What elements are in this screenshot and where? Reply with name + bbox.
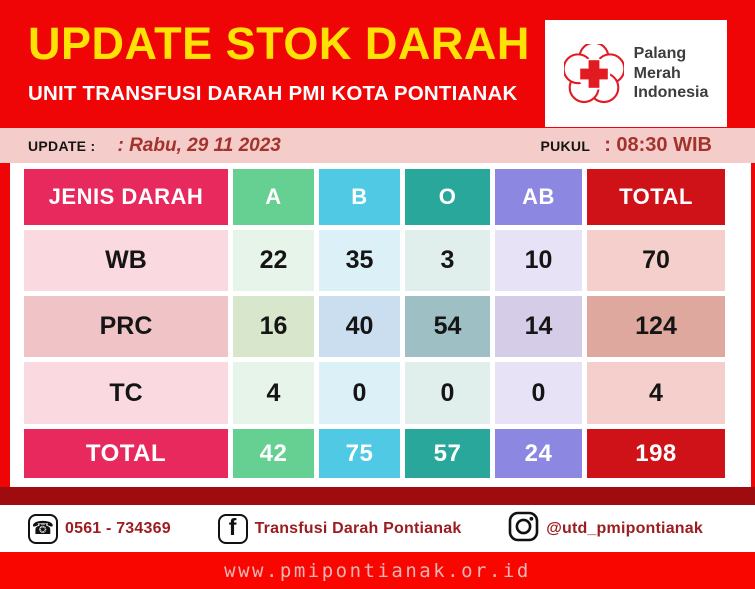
total-value-1: 75 [319, 429, 400, 478]
instagram-contact: @utd_pmipontianak [508, 511, 703, 547]
stock-value-prc-4: 124 [587, 296, 725, 357]
time-label: PUKUL [540, 137, 591, 154]
facebook-name: Transfusi Darah Pontianak [254, 519, 462, 537]
total-value-0: 42 [233, 429, 314, 478]
total-row-label: TOTAL [24, 429, 228, 478]
pmi-logo-box: Palang Merah Indonesia [545, 20, 727, 127]
column-header-a: A [233, 169, 314, 225]
row-label-tc: TC [24, 362, 228, 424]
stock-value-wb-4: 70 [587, 230, 725, 291]
contact-footer: ☎ 0561 - 734369 f Transfusi Darah Pontia… [0, 505, 755, 552]
instagram-icon [508, 511, 539, 547]
stock-value-tc-1: 0 [319, 362, 400, 424]
header: UPDATE STOK DARAH UNIT TRANSFUSI DARAH P… [0, 0, 755, 128]
column-header-total: TOTAL [587, 169, 725, 225]
left-red-border [0, 163, 10, 487]
pmi-red-cross-icon [563, 43, 624, 104]
logo-line-1: Palang [633, 45, 687, 63]
update-info-bar: UPDATE : : Rabu, 29 11 2023 PUKUL : 08:3… [0, 128, 755, 163]
total-value-3: 24 [495, 429, 582, 478]
logo-line-3: Indonesia [633, 84, 709, 102]
update-label: UPDATE : [28, 137, 96, 154]
stock-value-prc-1: 40 [319, 296, 400, 357]
facebook-contact: f Transfusi Darah Pontianak [217, 513, 462, 544]
stock-value-wb-0: 22 [233, 230, 314, 291]
stock-value-tc-4: 4 [587, 362, 725, 424]
stock-value-prc-2: 54 [405, 296, 490, 357]
stock-value-wb-2: 3 [405, 230, 490, 291]
stock-value-tc-3: 0 [495, 362, 582, 424]
pmi-logo-text: Palang Merah Indonesia [634, 44, 709, 103]
column-header-o: O [405, 169, 490, 225]
column-header-ab: AB [495, 169, 582, 225]
row-label-prc: PRC [24, 296, 228, 357]
bottom-bar: www.pmipontianak.or.id [0, 552, 755, 589]
phone-icon: ☎ [28, 513, 58, 544]
maroon-divider [0, 487, 755, 505]
table-section: JENIS DARAH A B O AB TOTAL WB 22 35 3 10 70 PRC 16 40 5… [0, 163, 755, 487]
website-url: www.pmipontianak.or.id [224, 559, 531, 582]
page-subtitle: UNIT TRANSFUSI DARAH PMI KOTA PONTIANAK [28, 82, 518, 106]
update-date-value: : Rabu, 29 11 2023 [117, 134, 281, 156]
phone-number: 0561 - 734369 [65, 519, 171, 537]
page-title: UPDATE STOK DARAH [28, 18, 530, 69]
stock-value-tc-2: 0 [405, 362, 490, 424]
instagram-handle: @utd_pmipontianak [546, 519, 703, 537]
column-header-jenis-darah: JENIS DARAH [24, 169, 228, 225]
stock-value-tc-0: 4 [233, 362, 314, 424]
stock-value-prc-3: 14 [495, 296, 582, 357]
total-value-2: 57 [405, 429, 490, 478]
right-red-border [751, 163, 755, 487]
blood-table: JENIS DARAH A B O AB TOTAL WB 22 35 3 10 70 PRC 16 40 5… [24, 169, 725, 478]
time-value: : 08:30 WIB [604, 134, 712, 156]
row-label-wb: WB [24, 230, 228, 291]
phone-contact: ☎ 0561 - 734369 [28, 513, 171, 544]
column-header-b: B [319, 169, 400, 225]
stock-value-wb-3: 10 [495, 230, 582, 291]
stock-value-wb-1: 35 [319, 230, 400, 291]
stock-value-prc-0: 16 [233, 296, 314, 357]
logo-line-2: Merah [633, 64, 681, 82]
total-value-4: 198 [587, 429, 725, 478]
facebook-icon: f [217, 513, 248, 544]
